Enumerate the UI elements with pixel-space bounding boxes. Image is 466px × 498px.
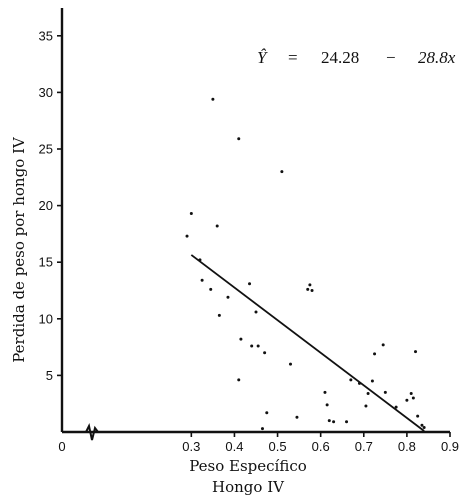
- data-point: [200, 278, 204, 282]
- y-tick-label: 20: [39, 198, 53, 213]
- data-point: [364, 404, 368, 408]
- data-point: [327, 419, 331, 423]
- axis-break-mark: [85, 423, 99, 441]
- data-point: [254, 310, 258, 314]
- x-tick-label: 0: [58, 439, 65, 454]
- y-tick-label: 30: [39, 85, 53, 100]
- data-point: [211, 97, 215, 101]
- x-tick-label: 0.5: [269, 439, 287, 454]
- data-point: [325, 403, 329, 407]
- x-tick-label: 0.7: [355, 439, 373, 454]
- x-tick-label: 0.8: [398, 439, 416, 454]
- data-point: [349, 378, 353, 382]
- x-tick-label: 0.9: [441, 439, 459, 454]
- x-axis-title-line1: Peso Específico: [189, 457, 307, 475]
- data-point: [260, 427, 264, 431]
- x-tick-label: 0.4: [225, 439, 243, 454]
- regression-line: [190, 254, 425, 432]
- y-ticks: 5 10 15 20 25 30 35: [39, 28, 62, 383]
- y-tick-label: 25: [39, 142, 53, 157]
- data-point: [306, 287, 310, 291]
- y-tick-label: 10: [39, 311, 53, 326]
- data-point: [394, 405, 398, 409]
- data-point: [409, 392, 413, 396]
- data-point: [209, 287, 213, 291]
- data-point: [185, 234, 189, 238]
- data-point: [265, 411, 269, 415]
- data-point: [414, 350, 418, 354]
- equation-minus: −: [386, 48, 396, 67]
- data-point: [381, 343, 385, 347]
- data-point: [422, 425, 426, 429]
- data-point: [250, 344, 254, 348]
- y-tick-label: 35: [39, 28, 53, 43]
- data-point: [411, 396, 415, 400]
- data-point: [237, 137, 241, 141]
- regression-equation: Ŷ = 24.28 − 28.8x: [257, 48, 456, 67]
- data-point: [310, 289, 314, 292]
- data-point: [345, 420, 349, 424]
- y-axis-title: Perdida de peso por hongo IV: [10, 136, 28, 363]
- x-tick-label: 0.3: [182, 439, 200, 454]
- data-point: [405, 398, 409, 402]
- y-tick-label: 5: [46, 368, 53, 383]
- data-point: [323, 390, 327, 394]
- data-point: [416, 414, 420, 418]
- data-point: [383, 390, 387, 394]
- y-tick-label: 15: [39, 255, 53, 270]
- equation-intercept: 24.28: [321, 48, 359, 67]
- data-point: [248, 282, 252, 286]
- data-point: [332, 420, 336, 424]
- data-point: [256, 344, 260, 348]
- data-point: [217, 313, 221, 317]
- x-tick-label: 0.6: [312, 439, 330, 454]
- data-point: [280, 170, 284, 174]
- data-point: [288, 362, 292, 366]
- data-points: [185, 97, 426, 431]
- equation-equals: =: [288, 48, 298, 67]
- data-point: [237, 378, 241, 382]
- data-point: [308, 283, 312, 287]
- data-point: [239, 337, 243, 341]
- data-point: [370, 379, 374, 383]
- data-point: [226, 295, 230, 299]
- data-point: [420, 423, 424, 427]
- data-point: [263, 351, 267, 355]
- data-point: [295, 415, 299, 419]
- equation-lhs: Ŷ: [257, 48, 268, 67]
- data-point: [366, 392, 370, 396]
- x-ticks: 0 0.3 0.4 0.5 0.6 0.7 0.8 0.9: [58, 432, 459, 454]
- data-point: [215, 224, 219, 228]
- data-point: [189, 212, 193, 216]
- axes: [60, 8, 450, 441]
- data-point: [373, 352, 377, 356]
- equation-slope-term: 28.8x: [418, 48, 456, 67]
- x-axis-title-line2: Hongo IV: [212, 478, 285, 496]
